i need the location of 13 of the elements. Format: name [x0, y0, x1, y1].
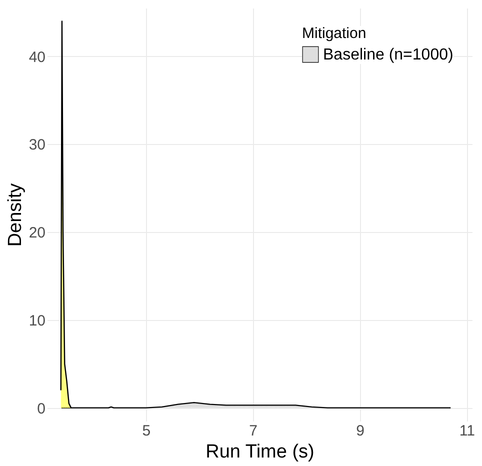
legend-title: Mitigation: [302, 25, 366, 42]
x-tick-label: 7: [249, 422, 258, 440]
legend-label: Baseline (n=1000): [323, 46, 454, 64]
x-tick-label: 11: [459, 422, 475, 440]
y-axis-title: Density: [4, 182, 26, 247]
y-tick-label: 20: [28, 224, 46, 242]
y-tick-label: 0: [37, 400, 46, 418]
y-tick-label: 10: [28, 312, 46, 330]
x-tick-label: 5: [142, 422, 151, 440]
x-tick-label: 9: [356, 422, 364, 440]
y-tick-label: 40: [28, 48, 46, 66]
y-tick-label: 30: [28, 136, 46, 154]
x-axis-title: Run Time (s): [206, 442, 314, 462]
